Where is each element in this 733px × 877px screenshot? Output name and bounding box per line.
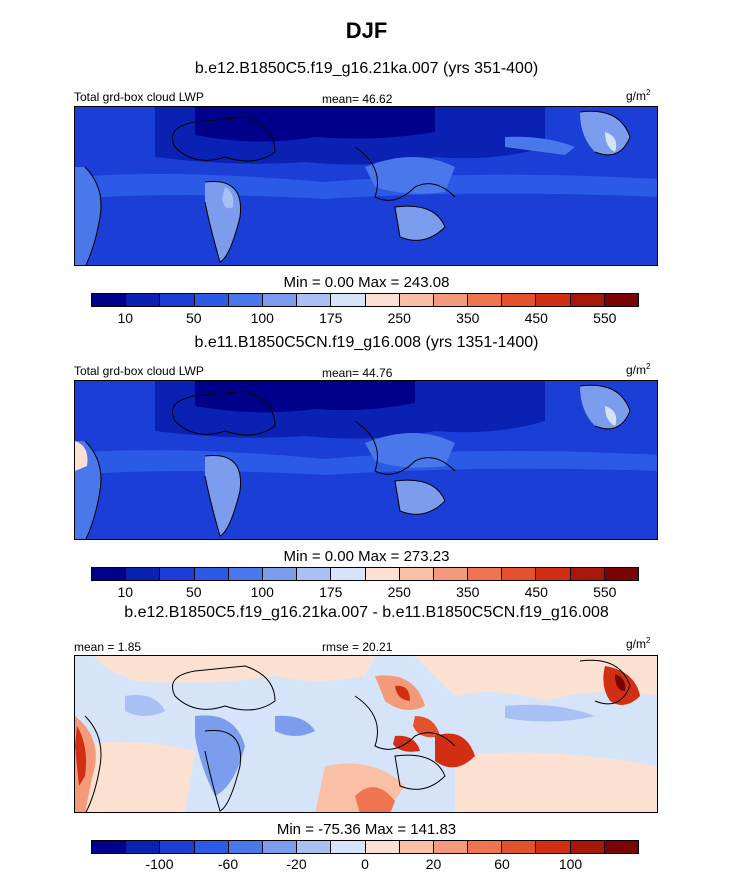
colorbar-swatch xyxy=(262,568,298,580)
colorbar-tick-label: -60 xyxy=(217,856,239,872)
colorbar-swatch xyxy=(604,294,638,306)
colorbar-swatch xyxy=(502,568,537,580)
panel2-mean-label: mean= 44.76 xyxy=(322,366,393,380)
colorbar-swatch xyxy=(194,841,229,853)
colorbar-swatch xyxy=(399,568,434,580)
colorbar-swatch xyxy=(262,841,298,853)
colorbar-swatch xyxy=(331,841,366,853)
colorbar-swatch xyxy=(468,841,503,853)
panel2-colorbar-labels: 10 50 100 175 250 350 450 550 xyxy=(91,584,639,602)
colorbar-swatch xyxy=(365,841,400,853)
colorbar-swatch xyxy=(297,294,332,306)
panel1-variable-label: Total grd-box cloud LWP xyxy=(74,90,204,104)
colorbar-tick-label: 50 xyxy=(185,584,202,600)
panel1-map xyxy=(74,106,658,266)
colorbar-tick-label: 10 xyxy=(117,310,134,326)
panel3-map xyxy=(74,655,658,813)
panel2-map-svg xyxy=(75,381,657,539)
panel3-colorbar-labels: -100 -60 -20 0 20 60 100 xyxy=(91,856,639,874)
colorbar-tick-label: 550 xyxy=(593,584,617,600)
colorbar-tick-label: 350 xyxy=(456,310,480,326)
panel2-units: g/m2 xyxy=(626,362,651,377)
colorbar-tick-label: 250 xyxy=(387,310,411,326)
colorbar-swatch xyxy=(433,294,469,306)
colorbar-tick-label: 350 xyxy=(456,584,480,600)
panel2-map xyxy=(74,380,658,540)
colorbar-tick-label: 100 xyxy=(250,310,274,326)
colorbar-swatch xyxy=(331,568,366,580)
colorbar-swatch xyxy=(262,294,298,306)
panel1-units: g/m2 xyxy=(626,88,651,103)
panel2-variable-label: Total grd-box cloud LWP xyxy=(74,364,204,378)
colorbar-swatch xyxy=(570,294,605,306)
colorbar-swatch xyxy=(536,841,571,853)
colorbar-tick-label: 250 xyxy=(387,584,411,600)
colorbar-tick-label: -20 xyxy=(286,856,307,872)
colorbar-tick-label: 0 xyxy=(361,856,369,872)
colorbar-swatch xyxy=(92,568,127,580)
colorbar-swatch xyxy=(194,294,229,306)
panel2-minmax: Min = 0.00 Max = 273.23 xyxy=(283,548,450,565)
colorbar-swatch xyxy=(433,841,469,853)
colorbar-swatch xyxy=(160,294,195,306)
colorbar-swatch xyxy=(228,568,263,580)
colorbar-swatch xyxy=(194,568,229,580)
panel3-rmse-label: rmse = 20.21 xyxy=(322,640,393,654)
panel3-mean-label: mean = 1.85 xyxy=(74,640,142,654)
colorbar-swatch xyxy=(160,568,195,580)
panel1-colorbar xyxy=(91,293,639,307)
panel3-subtitle: b.e12.B1850C5.f19_g16.21ka.007 - b.e11.B… xyxy=(124,604,609,621)
colorbar-swatch xyxy=(570,568,605,580)
colorbar-tick-label: -100 xyxy=(145,856,174,872)
colorbar-tick-label: 100 xyxy=(558,856,583,872)
panel1-colorbar-labels: 10 50 100 175 250 350 450 550 xyxy=(91,310,639,328)
colorbar-swatch xyxy=(92,841,127,853)
colorbar-tick-label: 175 xyxy=(319,584,343,600)
colorbar-tick-label: 450 xyxy=(524,584,548,600)
colorbar-swatch xyxy=(604,841,638,853)
colorbar-tick-label: 175 xyxy=(319,310,343,326)
colorbar-swatch xyxy=(297,568,332,580)
panel3-units: g/m2 xyxy=(626,636,651,651)
colorbar-swatch xyxy=(399,841,434,853)
panel1-subtitle: b.e12.B1850C5.f19_g16.21ka.007 (yrs 351-… xyxy=(194,60,539,77)
colorbar-swatch xyxy=(126,841,161,853)
colorbar-swatch xyxy=(365,294,400,306)
figure-title: DJF xyxy=(345,18,388,43)
panel2-subtitle: b.e11.B1850C5CN.f19_g16.008 (yrs 1351-14… xyxy=(194,334,539,351)
colorbar-tick-label: 450 xyxy=(524,310,548,326)
colorbar-swatch xyxy=(468,568,503,580)
colorbar-swatch xyxy=(297,841,332,853)
colorbar-swatch xyxy=(536,294,571,306)
panel1-mean-label: mean= 46.62 xyxy=(322,92,393,106)
colorbar-swatch xyxy=(468,294,503,306)
colorbar-swatch xyxy=(570,841,605,853)
panel3-map-svg xyxy=(75,656,657,812)
colorbar-swatch xyxy=(536,568,571,580)
panel3-colorbar xyxy=(91,840,639,854)
colorbar-swatch xyxy=(399,294,434,306)
colorbar-swatch xyxy=(126,568,161,580)
colorbar-tick-label: 50 xyxy=(185,310,202,326)
panel3-minmax: Min = -75.36 Max = 141.83 xyxy=(276,821,457,838)
colorbar-swatch xyxy=(228,841,263,853)
panel1-map-svg xyxy=(75,107,657,265)
colorbar-swatch xyxy=(433,568,469,580)
colorbar-tick-label: 20 xyxy=(425,856,442,872)
colorbar-swatch xyxy=(365,568,400,580)
colorbar-swatch xyxy=(331,294,366,306)
colorbar-tick-label: 10 xyxy=(117,584,134,600)
colorbar-swatch xyxy=(502,294,537,306)
colorbar-swatch xyxy=(126,294,161,306)
panel1-minmax: Min = 0.00 Max = 243.08 xyxy=(283,274,450,291)
panel2-colorbar xyxy=(91,567,639,581)
colorbar-tick-label: 60 xyxy=(494,856,510,872)
colorbar-swatch xyxy=(92,294,127,306)
colorbar-swatch xyxy=(502,841,537,853)
colorbar-tick-label: 100 xyxy=(250,584,274,600)
colorbar-tick-label: 550 xyxy=(593,310,617,326)
colorbar-swatch xyxy=(228,294,263,306)
colorbar-swatch xyxy=(604,568,638,580)
colorbar-swatch xyxy=(160,841,195,853)
